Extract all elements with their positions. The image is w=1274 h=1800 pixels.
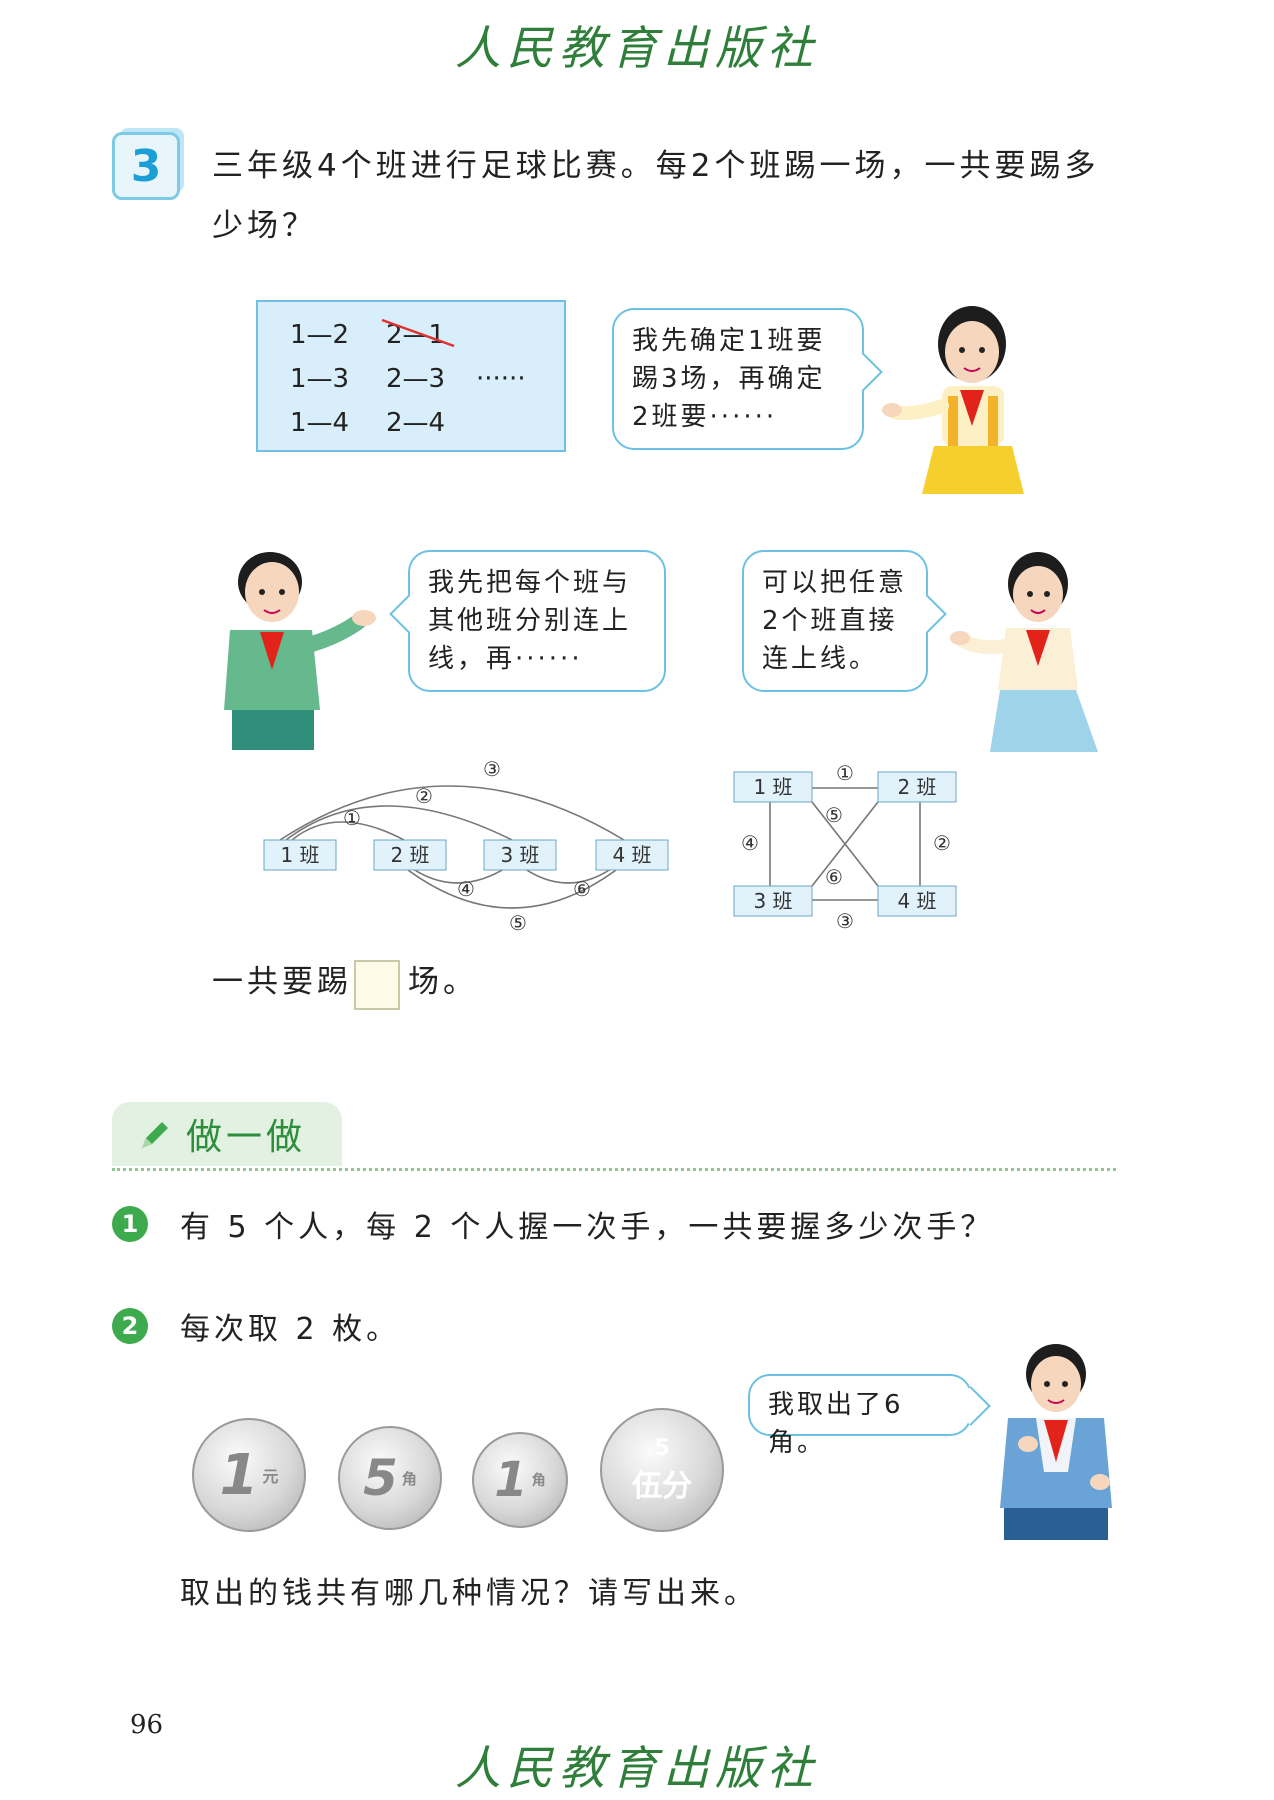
pair-2-3: 2—3 bbox=[386, 364, 446, 394]
coin-value: 1 bbox=[219, 1442, 259, 1508]
bubble-line: 连上线。 bbox=[762, 644, 879, 674]
node-class-3: 3 班 bbox=[500, 843, 539, 867]
speech-bubble-boy-bottom: 我取出了6角。 bbox=[748, 1374, 991, 1458]
bubble-line: 踢3场，再确定 bbox=[632, 364, 826, 394]
question-line-2: 少场？ bbox=[212, 208, 317, 244]
question-line-1: 三年级4个班进行足球比赛。每2个班踢一场，一共要踢多 bbox=[212, 148, 1100, 184]
coin-unit: 角 bbox=[531, 1473, 546, 1489]
coin-unit: 元 bbox=[262, 1467, 279, 1486]
coin-value: 1 bbox=[494, 1452, 528, 1508]
pencil-icon bbox=[142, 1122, 168, 1148]
practice-tab-label: 做一做 bbox=[186, 1117, 307, 1158]
edge-label-6: ⑥ bbox=[825, 865, 843, 889]
node-class-4: 4 班 bbox=[612, 843, 651, 867]
pairs-box: 1—2 2—1 1—3 2—3 ······ 1—4 2—4 bbox=[256, 300, 566, 452]
bubble-line: 线，再······ bbox=[428, 644, 583, 674]
coin-value: 5 bbox=[654, 1435, 670, 1461]
bubble-line: 可以把任意 bbox=[762, 568, 908, 598]
edge-label-5: ⑤ bbox=[509, 911, 527, 935]
coin-unit: 角 bbox=[401, 1469, 417, 1488]
item-text-1: 有 5 个人，每 2 个人握一次手，一共要握多少次手？ bbox=[180, 1210, 995, 1245]
edge-label-2: ② bbox=[415, 784, 433, 808]
boy-figure-bottom bbox=[1000, 1344, 1112, 1540]
edge-label-3: ③ bbox=[483, 757, 501, 781]
coin-value: 5 bbox=[363, 1449, 398, 1507]
publisher-header: 人民教育出版社 bbox=[455, 21, 819, 75]
answer-input-box[interactable] bbox=[354, 960, 400, 1010]
bubble-line: 2个班直接 bbox=[762, 606, 898, 636]
girl-figure-right bbox=[950, 552, 1098, 752]
pair-2-4: 2—4 bbox=[386, 408, 446, 438]
speech-bubble-girl-right: 可以把任意 2个班直接 连上线。 bbox=[742, 550, 947, 692]
pair-1-4: 1—4 bbox=[290, 408, 350, 438]
edge-label-5: ⑤ bbox=[825, 803, 843, 827]
bubble-line: 我取出了6角。 bbox=[768, 1390, 904, 1458]
edge-label-1: ① bbox=[343, 806, 361, 830]
bubble-line: 2班要······ bbox=[632, 402, 778, 432]
edge-label-1: ① bbox=[836, 761, 854, 785]
coin-1-jiao: 1 角 bbox=[472, 1432, 568, 1528]
item-number-1: 1 bbox=[112, 1206, 148, 1242]
node-class-2: 2 班 bbox=[390, 843, 429, 867]
coin-5-jiao: 5 角 bbox=[338, 1426, 442, 1530]
edge-label-6: ⑥ bbox=[573, 877, 591, 901]
edge-label-3: ③ bbox=[836, 909, 854, 933]
speech-bubble-girl-top: 我先确定1班要 踢3场，再确定 2班要······ bbox=[612, 308, 883, 450]
node-class-1: 1 班 bbox=[753, 775, 792, 799]
pair-ellipsis: ······ bbox=[476, 364, 526, 394]
answer-prefix: 一共要踢 bbox=[212, 964, 352, 1000]
pair-1-2: 1—2 bbox=[290, 320, 350, 350]
coin-5-fen: 5 伍分 bbox=[600, 1408, 724, 1532]
speech-bubble-boy: 我先把每个班与 其他班分别连上 线，再······ bbox=[389, 550, 666, 692]
node-class-2: 2 班 bbox=[897, 775, 936, 799]
page-number: 96 bbox=[130, 1710, 164, 1740]
connection-diagram-right: ① ② ③ ④ ⑤ ⑥ 1 班 2 班 3 班 4 班 bbox=[733, 761, 957, 933]
bubble-line: 我先确定1班要 bbox=[632, 326, 826, 356]
coin-1-yuan: 1 元 bbox=[192, 1418, 306, 1532]
girl-figure-top bbox=[882, 306, 1024, 494]
strike-mark-icon bbox=[381, 318, 455, 348]
connection-diagram-left: ① ② ③ ④ ⑤ ⑥ 1 班 2 班 3 班 4 班 bbox=[263, 757, 669, 935]
bubble-line: 我先把每个班与 bbox=[428, 568, 632, 598]
pair-1-3: 1—3 bbox=[290, 364, 350, 394]
boy-figure bbox=[224, 552, 376, 750]
item-number-2: 2 bbox=[112, 1308, 148, 1344]
node-class-4: 4 班 bbox=[897, 889, 936, 913]
closing-question: 取出的钱共有哪几种情况？请写出来。 bbox=[180, 1576, 758, 1611]
node-class-3: 3 班 bbox=[753, 889, 792, 913]
item-text-2: 每次取 2 枚。 bbox=[180, 1312, 401, 1347]
edge-label-4: ④ bbox=[457, 877, 475, 901]
node-class-1: 1 班 bbox=[280, 843, 319, 867]
coin-unit: 伍分 bbox=[632, 1468, 692, 1504]
section-divider bbox=[112, 1168, 1116, 1171]
example-number-badge: 3 bbox=[112, 132, 180, 200]
publisher-footer: 人民教育出版社 bbox=[455, 1741, 819, 1795]
edge-label-4: ④ bbox=[741, 831, 759, 855]
answer-suffix: 场。 bbox=[408, 964, 478, 1000]
bubble-line: 其他班分别连上 bbox=[428, 606, 632, 636]
edge-label-2: ② bbox=[933, 831, 951, 855]
